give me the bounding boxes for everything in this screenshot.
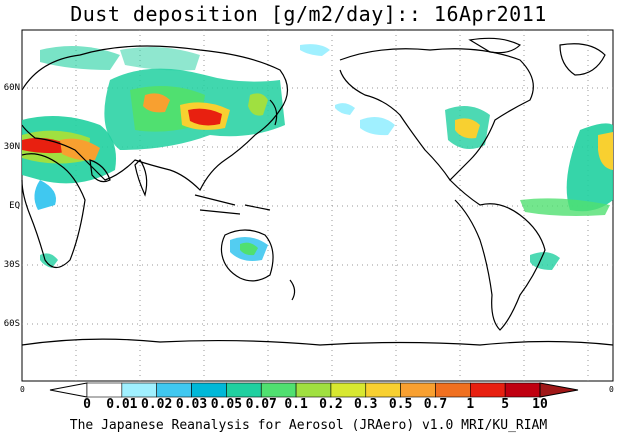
colorbar-tick-label: 10 [532,397,548,412]
colorbar-tick-label: 0.03 [175,397,208,412]
colorbar-right-arrow [539,382,579,398]
colorbar-left-arrow [49,382,88,398]
colorbar-swatch [86,382,123,398]
corner-label-right: 0 [609,385,614,394]
colorbar-swatch [400,382,436,398]
colorbar-tick-label: 0 [83,397,91,412]
colorbar-swatch [504,382,541,398]
colorbar-swatch [260,382,297,398]
coastlines [21,37,614,346]
colorbar-swatch [365,382,401,398]
colorbar-tick-label: 0.1 [284,397,308,412]
colorbar-swatch [435,382,471,398]
lat-label-30s: 30S [3,260,20,270]
colorbar-tick-label: 5 [501,397,510,412]
colorbar-tick-label: 0.2 [319,397,343,412]
lat-label-60n: 60N [3,83,20,93]
dust-deposition-field [22,44,613,270]
colorbar [49,382,579,398]
colorbar-swatch [226,382,262,398]
colorbar-tick-label: 0.7 [423,397,448,412]
map-footer: The Japanese Reanalysis for Aerosol (JRA… [69,418,548,433]
colorbar-swatch [470,382,506,398]
colorbar-tick-label: 0.3 [354,397,378,412]
colorbar-swatch [156,382,192,398]
corner-label-left: 0 [20,385,25,394]
colorbar-tick-label: 0.07 [245,397,277,412]
colorbar-tick-label: 0.5 [388,397,413,412]
colorbar-tick-label: 0.01 [106,397,138,412]
lat-label-eq: EQ [9,201,20,211]
colorbar-tick-label: 1 [466,397,475,412]
colorbar-swatch [121,382,157,398]
colorbar-swatch [295,382,332,398]
colorbar-tick-label: 0.02 [141,397,173,412]
map-title: Dust deposition [g/m2/day]:: 16Apr2011 [70,2,547,26]
colorbar-tick-label: 0.05 [210,397,243,412]
colorbar-swatch [191,382,227,398]
lat-label-30n: 30N [3,142,20,152]
lat-label-60s: 60S [3,319,20,329]
colorbar-swatch [330,382,367,398]
